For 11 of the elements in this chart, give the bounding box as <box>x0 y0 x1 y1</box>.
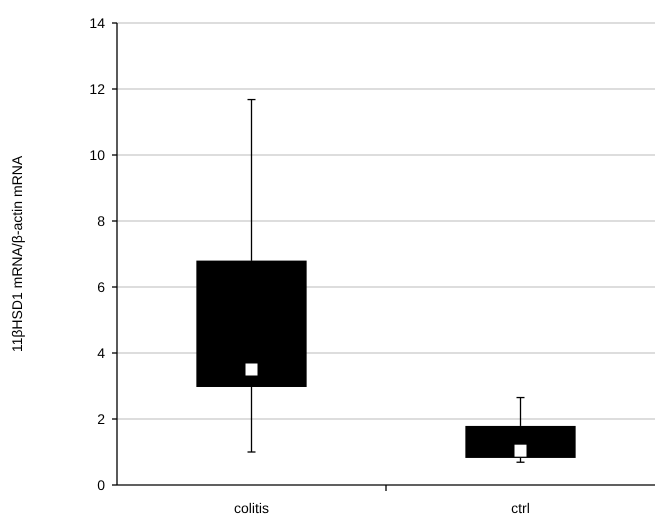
y-tick-label: 0 <box>97 476 106 493</box>
x-tick-label: colitis <box>234 500 270 516</box>
y-axis-title: 11βHSD1 mRNA/β-actin mRNA <box>9 155 25 352</box>
y-tick-label: 2 <box>97 410 106 427</box>
y-tick-label: 6 <box>97 278 106 295</box>
y-tick-label: 8 <box>97 212 106 229</box>
y-tick-label: 12 <box>89 80 106 97</box>
y-tick-label: 14 <box>89 14 106 31</box>
y-tick-label: 10 <box>89 146 106 163</box>
x-tick-label: ctrl <box>511 500 530 516</box>
y-tick-label: 4 <box>97 344 106 361</box>
